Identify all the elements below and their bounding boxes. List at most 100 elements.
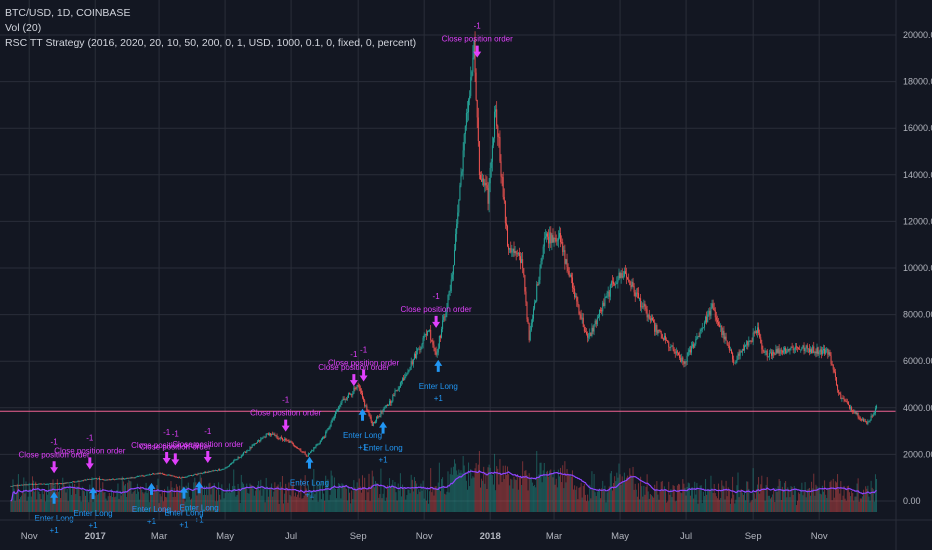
candle bbox=[856, 411, 858, 416]
volume-bar bbox=[141, 489, 143, 512]
candle bbox=[336, 408, 338, 415]
candle bbox=[613, 277, 615, 287]
enter-long-signal[interactable]: Enter Long+1 bbox=[164, 486, 204, 530]
volume-bar bbox=[131, 493, 133, 512]
candle bbox=[400, 380, 402, 386]
candle bbox=[511, 244, 513, 258]
candle bbox=[76, 481, 78, 483]
candle bbox=[468, 97, 470, 121]
candle bbox=[18, 484, 20, 486]
volume-bar bbox=[816, 486, 818, 512]
candle bbox=[213, 470, 215, 472]
candle bbox=[590, 332, 592, 337]
candle bbox=[840, 391, 842, 400]
enter-long-signal[interactable]: Enter Long+1 bbox=[419, 359, 458, 403]
volume-bar bbox=[117, 483, 119, 512]
candle bbox=[693, 341, 695, 349]
candle bbox=[199, 472, 201, 474]
candle bbox=[372, 422, 374, 427]
candle bbox=[557, 230, 559, 248]
volume-bar bbox=[825, 494, 827, 512]
price-axis[interactable]: 0.002000.004000.006000.008000.0010000.00… bbox=[903, 30, 932, 506]
close-position-signal[interactable]: Close position order-1 bbox=[54, 433, 126, 470]
candle bbox=[321, 436, 323, 441]
volume-bar bbox=[94, 495, 96, 512]
enter-long-signal[interactable]: Enter Long+1 bbox=[343, 408, 382, 452]
signal-label: Close position order bbox=[318, 363, 389, 372]
candle bbox=[94, 477, 96, 480]
volume-bar bbox=[28, 482, 30, 512]
volume-bar bbox=[55, 492, 57, 512]
volume-bar bbox=[89, 484, 91, 512]
enter-long-signal[interactable]: Enter Long+1 bbox=[35, 491, 74, 535]
close-position-signal[interactable]: Close position order-1 bbox=[328, 345, 400, 382]
close-position-signal[interactable]: Close position order-1 bbox=[140, 429, 211, 466]
candle bbox=[235, 459, 237, 461]
chart-legend: BTC/USD, 1D, COINBASE Vol (20) RSC TT St… bbox=[5, 6, 416, 51]
close-position-signal[interactable]: Close position order-1 bbox=[401, 292, 472, 328]
volume-bar bbox=[389, 478, 391, 512]
candle bbox=[223, 468, 225, 470]
volume-bar bbox=[400, 496, 402, 512]
candle bbox=[181, 476, 183, 479]
close-position-signal[interactable]: Close position order-1 bbox=[19, 437, 90, 474]
time-tick-label: Sep bbox=[350, 531, 367, 542]
volume-bar bbox=[22, 491, 24, 512]
candle bbox=[848, 404, 850, 410]
candle bbox=[684, 358, 686, 368]
volume-bar bbox=[254, 490, 256, 512]
volume-bar bbox=[695, 494, 697, 512]
volume-bar bbox=[528, 473, 530, 512]
volume-bar bbox=[439, 491, 441, 512]
volume-bar bbox=[339, 484, 341, 512]
close-position-signal[interactable]: Close position order-1 bbox=[131, 428, 203, 464]
candle bbox=[121, 477, 123, 480]
time-axis[interactable]: Nov 2017 Mar May Jul Sep Nov 2018 Mar May Jul Sep No… bbox=[21, 531, 828, 542]
enter-long-signal[interactable]: Enter Long+1 bbox=[132, 482, 171, 526]
candle bbox=[114, 479, 116, 481]
candle bbox=[843, 396, 845, 403]
candle bbox=[300, 448, 302, 452]
close-position-signal[interactable]: Close position order-1 bbox=[318, 350, 390, 387]
candle bbox=[676, 349, 678, 356]
candle bbox=[178, 476, 180, 479]
volume-bar bbox=[550, 469, 552, 512]
symbol-label[interactable]: BTC/USD, 1D, COINBASE bbox=[5, 7, 131, 19]
candle bbox=[864, 418, 866, 422]
candle bbox=[279, 436, 281, 441]
volume-bar bbox=[41, 488, 43, 512]
volume-bar bbox=[326, 480, 328, 512]
signal-qty: -1 bbox=[433, 292, 441, 301]
volume-bar bbox=[205, 494, 207, 512]
candle bbox=[396, 389, 398, 392]
candle bbox=[43, 483, 45, 485]
close-position-signal[interactable]: Close position order-1 bbox=[442, 22, 513, 58]
candle bbox=[368, 409, 370, 417]
strategy-indicator-label[interactable]: RSC TT Strategy (2016, 2020, 20, 10, 50,… bbox=[5, 37, 417, 49]
candle bbox=[759, 329, 761, 339]
volume-bar bbox=[700, 485, 702, 512]
volume-bar bbox=[110, 489, 112, 512]
enter-long-signal[interactable]: Enter Long+1 bbox=[73, 487, 113, 530]
volume-bar bbox=[479, 487, 481, 512]
candle bbox=[633, 283, 635, 297]
volume-bar bbox=[128, 479, 130, 512]
close-position-signal[interactable]: Close position order-1 bbox=[250, 396, 322, 432]
candle bbox=[611, 274, 613, 288]
signal-label: Close position order bbox=[19, 450, 90, 459]
candle bbox=[451, 271, 453, 282]
volume-bar bbox=[210, 494, 212, 512]
candle bbox=[583, 324, 585, 334]
candle bbox=[866, 420, 868, 425]
volume-bar bbox=[224, 493, 226, 512]
volume-indicator-label[interactable]: Vol (20) bbox=[5, 22, 42, 34]
price-tick-label: 16000.00 bbox=[903, 123, 932, 133]
enter-long-signal[interactable]: Enter Long+1 bbox=[290, 456, 329, 500]
volume-bar bbox=[213, 483, 215, 512]
enter-long-signal[interactable]: Enter Long+1 bbox=[364, 421, 403, 465]
volume-bar bbox=[581, 497, 583, 512]
candle bbox=[686, 352, 688, 365]
close-position-signal[interactable]: Close position order-1 bbox=[172, 427, 244, 464]
volume-bar bbox=[532, 486, 534, 512]
